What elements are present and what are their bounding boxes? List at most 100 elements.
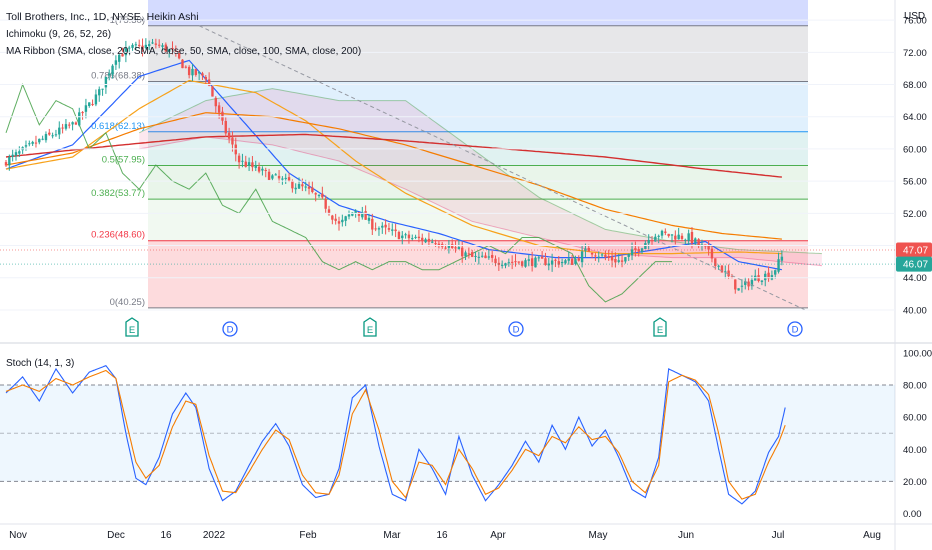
- candle-body: [760, 280, 764, 282]
- dividend-marker: [222, 321, 238, 337]
- candle-body: [337, 221, 341, 224]
- candle-body: [777, 259, 780, 272]
- candle-body: [490, 255, 494, 258]
- candle-body: [131, 44, 134, 48]
- fib-zone: [148, 81, 808, 132]
- candle-body: [517, 261, 521, 263]
- candle-body: [41, 138, 44, 140]
- candle-body: [138, 44, 141, 46]
- candle-body: [780, 256, 784, 261]
- candle-body: [4, 162, 8, 166]
- time-tick-label: Feb: [299, 530, 317, 541]
- candle-body: [51, 135, 54, 137]
- ma-ribbon-legend[interactable]: MA Ribbon (SMA, close, 20, SMA, close, 5…: [6, 46, 361, 57]
- candle-body: [494, 258, 497, 264]
- candle-body: [128, 47, 131, 49]
- fib-zone-top: [148, 0, 808, 26]
- candle-body: [387, 228, 391, 230]
- candle-body: [411, 238, 414, 240]
- candle-body: [401, 235, 404, 239]
- candle-body: [667, 233, 670, 237]
- candle-body: [710, 248, 714, 259]
- dividend-marker-label: D: [792, 325, 799, 336]
- fib-level-label: 0(40.25): [110, 297, 145, 308]
- candle-body: [24, 145, 28, 147]
- time-tick-label: 16: [160, 530, 172, 541]
- candle-body: [134, 44, 138, 46]
- candle-body: [294, 187, 297, 190]
- stoch-legend[interactable]: Stoch (14, 1, 3): [6, 358, 74, 369]
- time-tick-label: Jun: [678, 530, 694, 541]
- candle-body: [654, 236, 657, 242]
- candle-body: [724, 271, 727, 273]
- candle-body: [454, 247, 457, 249]
- candle-body: [101, 88, 104, 90]
- candle-body: [664, 231, 667, 233]
- candle-body: [570, 258, 574, 265]
- candle-body: [617, 260, 620, 262]
- candle-body: [48, 132, 51, 135]
- candle-body: [457, 247, 461, 250]
- candle-body: [78, 112, 81, 126]
- candle-body: [391, 229, 394, 231]
- candle-body: [227, 132, 231, 139]
- candle-body: [590, 252, 594, 255]
- candle-body: [61, 127, 64, 129]
- fib-level-label: 0.618(62.13): [91, 121, 145, 132]
- fib-level-label: 0.786(68.38): [91, 70, 145, 81]
- candle-body: [98, 89, 101, 96]
- stoch-tick-label: 100.00: [903, 348, 932, 359]
- candle-body: [304, 186, 307, 188]
- candle-body: [717, 265, 720, 267]
- candle-body: [244, 161, 247, 167]
- candle-body: [237, 155, 241, 163]
- candle-body: [371, 218, 374, 230]
- candle-body: [284, 177, 287, 179]
- candle-body: [537, 257, 540, 259]
- candle-body: [167, 49, 171, 52]
- earnings-marker-label: E: [367, 325, 373, 336]
- fib-level-label: 0.5(57.95): [102, 154, 145, 165]
- candle-body: [720, 265, 724, 273]
- candle-body: [317, 194, 321, 196]
- time-tick-label: Nov: [9, 530, 27, 541]
- candle-body: [271, 175, 274, 179]
- earnings-marker-label: E: [129, 325, 135, 336]
- candle-body: [524, 260, 527, 267]
- stoch-tick-label: 80.00: [903, 380, 927, 391]
- fib-zone: [148, 240, 808, 308]
- dividend-marker-label: D: [227, 325, 234, 336]
- candle-body: [307, 186, 311, 189]
- candle-body: [367, 217, 371, 221]
- earnings-marker: [653, 317, 667, 337]
- candle-body: [744, 281, 747, 285]
- candle-body: [394, 229, 397, 232]
- candle-body: [181, 59, 184, 69]
- price-tick-label: 64.00: [903, 112, 927, 123]
- axes: 76.0072.0068.0064.0060.0056.0052.0048.00…: [0, 16, 932, 541]
- ichimoku-lagging-span: [5, 83, 672, 303]
- candle-body: [610, 256, 614, 261]
- candle-body: [31, 141, 34, 144]
- ma100-line: [5, 112, 782, 240]
- time-tick-label: Apr: [490, 530, 506, 541]
- ichimoku-legend[interactable]: Ichimoku (9, 26, 52, 26): [6, 29, 111, 40]
- candle-body: [264, 169, 267, 171]
- candle-body: [480, 255, 484, 257]
- candle-body: [580, 251, 584, 263]
- ma20-line: [5, 59, 783, 271]
- stoch-tick-label: 60.00: [903, 413, 927, 424]
- chart-header: Toll Brothers, Inc., 1D, NYSE, Heikin As…: [6, 11, 925, 369]
- stoch-tick-label: 0.00: [903, 509, 922, 520]
- candle-body: [540, 256, 544, 259]
- candle-body: [147, 44, 151, 47]
- candle-body: [71, 122, 74, 125]
- candle-body: [274, 174, 277, 176]
- candle-body: [424, 239, 427, 243]
- price-tick-label: 76.00: [903, 16, 927, 27]
- candle-body: [624, 257, 627, 262]
- time-tick-label: Jul: [772, 530, 785, 541]
- candle-body: [267, 171, 271, 180]
- candle-body: [600, 254, 604, 256]
